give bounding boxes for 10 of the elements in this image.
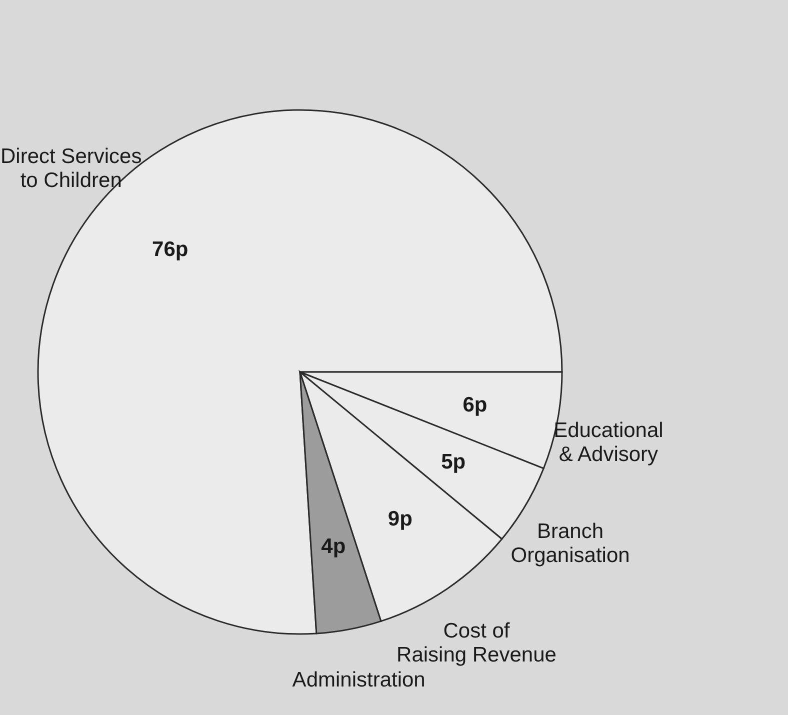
slice-label: Branch Organisation (510, 520, 630, 567)
slice-label: Cost of Raising Revenue (396, 620, 556, 667)
slice-label: Educational & Advisory (554, 418, 664, 466)
slice-label: Direct Services to Children (0, 145, 142, 192)
data-label: 6p (462, 393, 488, 416)
data-label: 9p (388, 507, 412, 530)
data-label: 76p (152, 238, 188, 262)
data-label: 5p (441, 450, 466, 474)
slice-label: Administration (292, 668, 426, 692)
data-label: 4p (321, 535, 346, 558)
